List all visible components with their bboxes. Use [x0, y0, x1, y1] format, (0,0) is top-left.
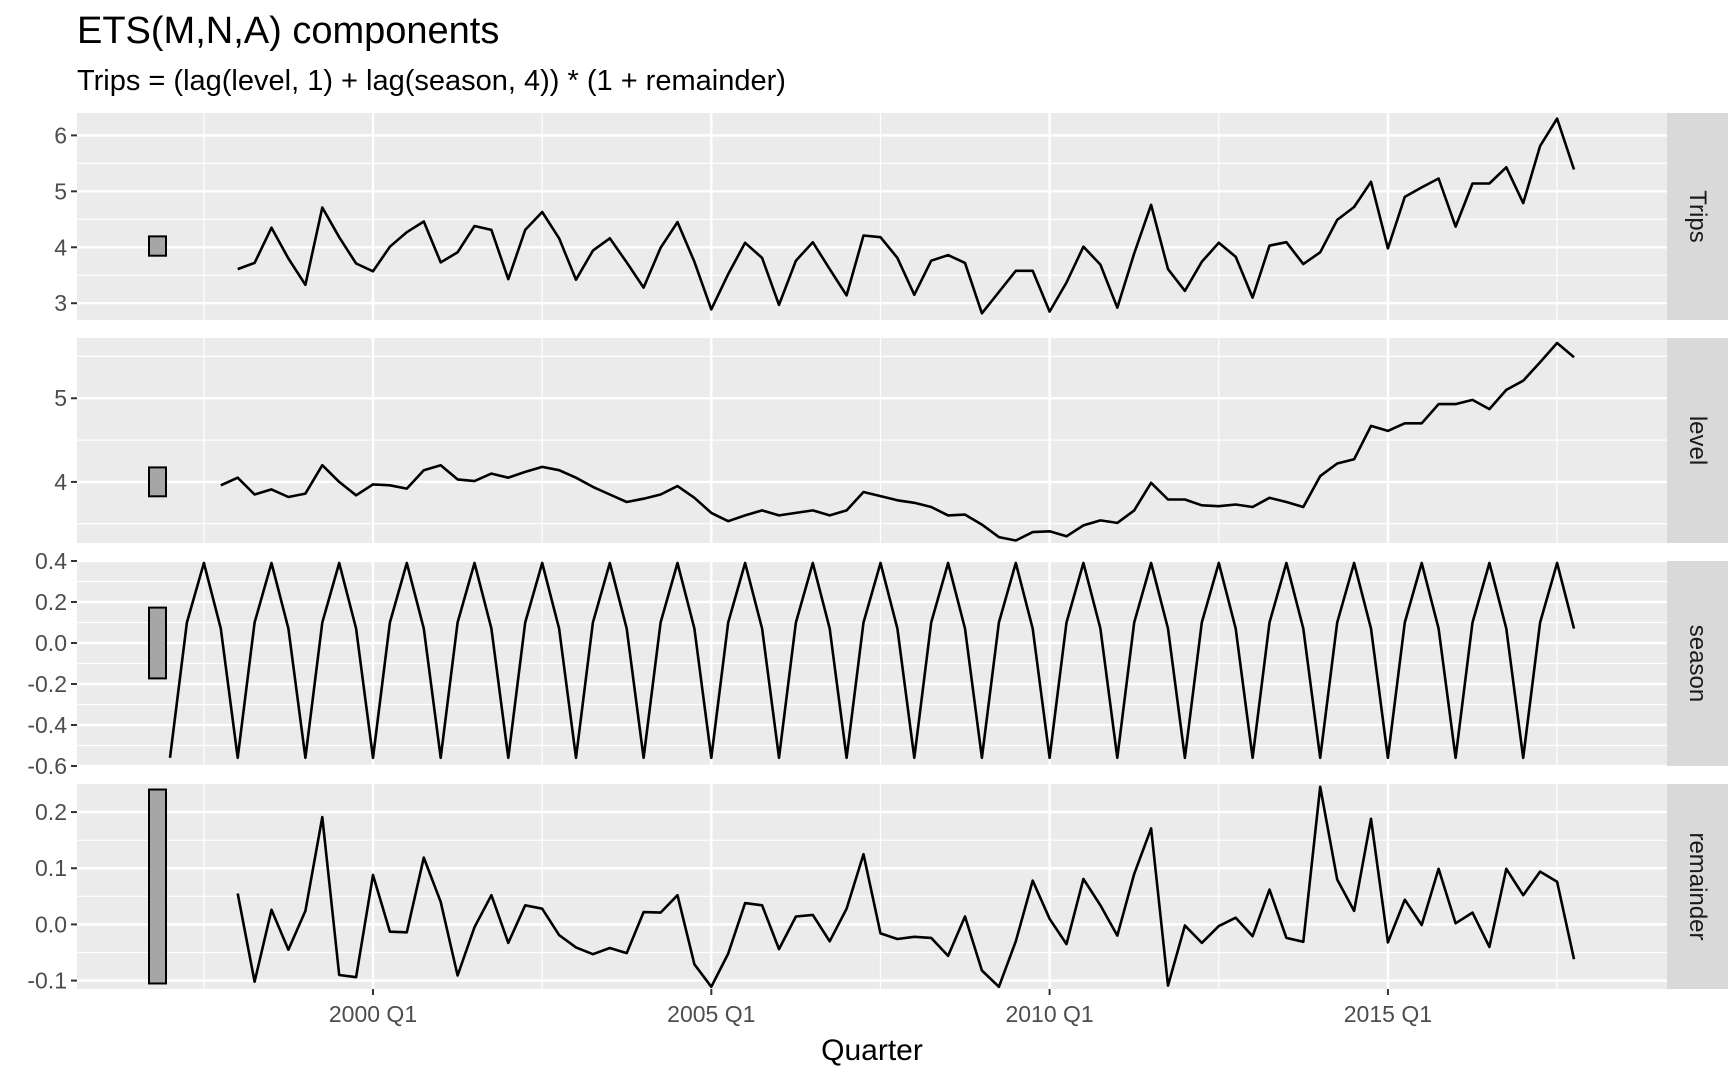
- strip-label-level: level: [1684, 416, 1711, 465]
- y-tick-label: 6: [54, 122, 67, 148]
- series-line-level: [220, 341, 1575, 542]
- y-tick-label: 0.4: [35, 548, 67, 574]
- scale-bar: [148, 466, 167, 498]
- x-axis: 2000 Q1 2005 Q1 2010 Q1 2015 Q1: [329, 989, 1432, 1027]
- y-tick-label: 0.2: [35, 589, 67, 615]
- panel-Trips: 3 4 5 6 Trips: [54, 113, 1728, 320]
- x-tick-label: 2005 Q1: [667, 1001, 755, 1027]
- series-line-remainder: [236, 785, 1576, 989]
- scale-bar: [148, 788, 167, 985]
- chart-title: ETS(M,N,A) components: [77, 10, 499, 52]
- y-tick-label: 0.0: [35, 911, 67, 937]
- x-axis-label: Quarter: [821, 1034, 923, 1067]
- y-tick-label: 0.0: [35, 630, 67, 656]
- panel-remainder: 0.2 0.1 0.0 -0.1 remainder: [27, 784, 1728, 994]
- strip-background: [1667, 338, 1728, 543]
- y-tick-label: 4: [54, 469, 67, 495]
- y-tick-label: 5: [54, 178, 67, 204]
- panel-season: 0.4 0.2 0.0 -0.2 -0.4 -0.6 season: [27, 548, 1728, 779]
- strip-label-remainder: remainder: [1684, 832, 1711, 940]
- panel-level: 4 5 level: [54, 338, 1728, 543]
- strip-background: [1667, 784, 1728, 989]
- x-tick-label: 2000 Q1: [329, 1001, 417, 1027]
- y-tick-label: 4: [54, 234, 67, 260]
- panel-background: [77, 784, 1667, 989]
- x-tick-label: 2015 Q1: [1344, 1001, 1432, 1027]
- y-tick-label: 0.2: [35, 799, 67, 825]
- y-tick-label: 3: [54, 290, 67, 316]
- strip-background: [1667, 561, 1728, 766]
- y-tick-label: -0.6: [27, 753, 67, 779]
- y-tick-label: 0.1: [35, 855, 67, 881]
- series-line-season: [168, 561, 1576, 760]
- x-tick-label: 2010 Q1: [1005, 1001, 1093, 1027]
- y-tick-label: -0.1: [27, 968, 67, 994]
- strip-background: [1667, 113, 1728, 320]
- strip-label-Trips: Trips: [1684, 190, 1711, 242]
- y-tick-label: -0.2: [27, 671, 67, 697]
- scale-bar: [148, 606, 167, 680]
- series-line-Trips: [237, 117, 1576, 315]
- y-tick-label: -0.4: [27, 712, 67, 738]
- facet-panels: 3 4 5 6 Trips 4 5 level 0.4 0.2 0.0 -0.2 -0.4 -0.6 sea…: [27, 113, 1728, 994]
- scale-bar: [148, 235, 167, 257]
- strip-label-season: season: [1684, 625, 1711, 702]
- y-tick-label: 5: [54, 385, 67, 411]
- chart-subtitle: Trips = (lag(level, 1) + lag(season, 4))…: [77, 65, 786, 97]
- panel-background: [77, 113, 1667, 320]
